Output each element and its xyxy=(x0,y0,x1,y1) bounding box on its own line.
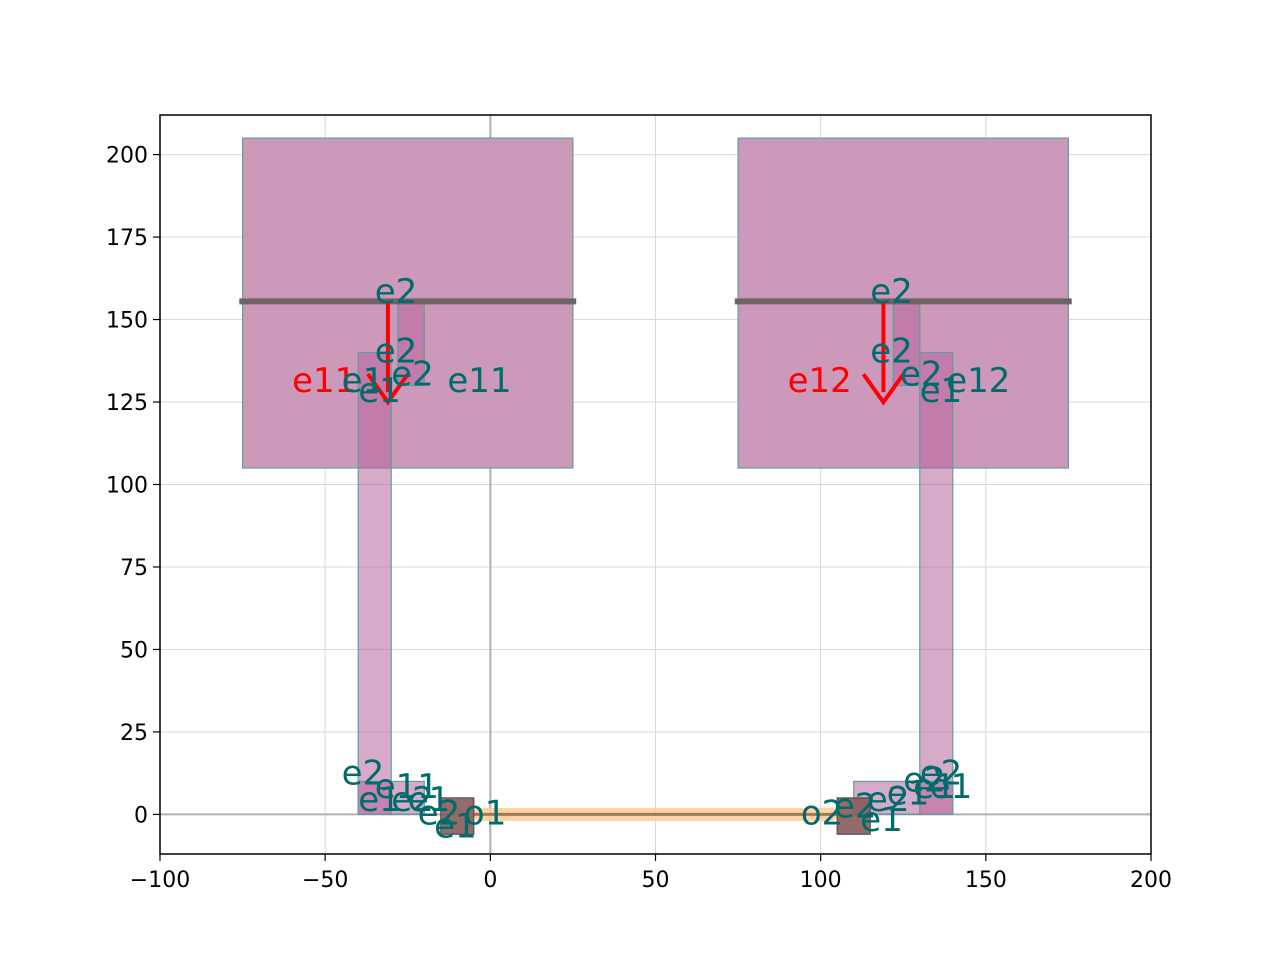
y-tick-label: 200 xyxy=(106,144,148,169)
port-label: e1 xyxy=(930,767,973,807)
y-tick-label: 50 xyxy=(120,638,148,663)
arrow-head xyxy=(366,372,410,406)
x-tick-label: −50 xyxy=(302,868,348,893)
port-label: e12 xyxy=(946,361,1010,401)
port-label-highlight: e12 xyxy=(788,361,852,401)
route-left-top xyxy=(397,302,425,387)
y-tick-label: 25 xyxy=(120,721,148,746)
port-label: e2 xyxy=(375,272,418,312)
route-right-vertical xyxy=(919,351,954,816)
port-label: o1 xyxy=(464,793,506,833)
port-label: e1 xyxy=(920,371,963,411)
port-label: e2 xyxy=(903,760,946,800)
port-label-highlight: e11 xyxy=(292,361,356,401)
port-label: e2 xyxy=(834,787,877,827)
arrow-head xyxy=(861,372,906,406)
x-tick-label: 100 xyxy=(800,868,842,893)
port-label: e1 xyxy=(887,774,930,814)
port-label: e1 xyxy=(408,780,451,820)
x-tick-label: 50 xyxy=(642,868,670,893)
port-label: e2 xyxy=(870,272,913,312)
port-label: e1 xyxy=(434,807,477,847)
port-label: e1 xyxy=(358,780,401,820)
port-label: e2 xyxy=(870,331,913,371)
y-tick-label: 125 xyxy=(106,391,148,416)
port-label: e2 xyxy=(900,355,943,395)
x-tick-label: 150 xyxy=(965,868,1007,893)
port-label: e1 xyxy=(342,361,385,401)
arrow-right-red xyxy=(861,303,906,406)
x-tick-label: 0 xyxy=(483,868,497,893)
x-tick-label: −100 xyxy=(130,868,190,893)
route-right-top xyxy=(892,302,921,387)
port-label: e2 xyxy=(391,780,434,820)
heater-right xyxy=(836,797,871,835)
port-label: e2 xyxy=(920,754,963,794)
port-label: e1 xyxy=(358,371,401,411)
tick-layer: −100 −50 0 50 100 150 200 0 25 50 75 100 125 150 175 20… xyxy=(106,144,1172,893)
port-label: e2 xyxy=(867,780,910,820)
port-label: o2 xyxy=(801,793,843,833)
port-label: e11 xyxy=(375,767,439,807)
y-tick-label: 75 xyxy=(120,556,148,581)
route-left-stub xyxy=(357,780,425,816)
shape-layer xyxy=(239,137,1072,835)
port-label: e2 xyxy=(342,754,385,794)
arrow-left-red xyxy=(366,303,410,406)
port-label: e11 xyxy=(447,361,511,401)
heater-left xyxy=(440,797,475,835)
port-label: e2 xyxy=(375,331,418,371)
x-tick-label: 200 xyxy=(1130,868,1172,893)
route-left-vertical xyxy=(357,351,392,816)
port-label: e1 xyxy=(913,767,956,807)
port-label: e2 xyxy=(418,793,461,833)
y-tick-label: 100 xyxy=(106,474,148,499)
port-label: e1 xyxy=(860,800,903,840)
y-tick-label: 175 xyxy=(106,226,148,251)
y-tick-label: 0 xyxy=(134,803,148,828)
y-tick-label: 150 xyxy=(106,309,148,334)
port-label: e2 xyxy=(391,355,434,395)
